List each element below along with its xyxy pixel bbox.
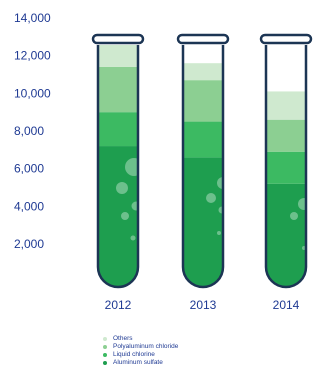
tube-outline: [96, 45, 140, 289]
legend-item-aluminum-sulfate: Aluminum sulfate: [103, 359, 178, 367]
legend-label-aluminum-sulfate: Aluminum sulfate: [113, 359, 163, 366]
tube-rim: [176, 33, 230, 45]
tube-outline: [181, 45, 225, 289]
bar-segment: [183, 63, 223, 81]
bar-segment: [183, 157, 223, 287]
bar-segment: [98, 66, 138, 113]
bubble: [116, 182, 128, 194]
bar-segment: [266, 151, 306, 184]
tube-fill-2012: [98, 45, 138, 287]
bubble: [121, 212, 129, 220]
bar-segment: [266, 183, 306, 287]
tube-outline: [264, 45, 308, 289]
bubble: [217, 177, 223, 189]
y-tick-label: 6,000: [14, 162, 44, 176]
legend: Others Polyaluminum chloride Liquid chlo…: [103, 335, 178, 367]
x-category-label: 2014: [273, 298, 300, 312]
legend-item-polyaluminum-chloride: Polyaluminum chloride: [103, 343, 178, 351]
legend-label-liquid-chlorine: Liquid chlorine: [113, 351, 155, 358]
tube-fill-2014: [266, 91, 306, 287]
legend-swatch-aluminum-sulfate: [103, 361, 107, 365]
bubble: [130, 235, 136, 241]
bar-segment: [266, 119, 306, 152]
bar-segment: [98, 146, 138, 287]
bubble: [217, 231, 221, 235]
bubble: [125, 158, 138, 176]
y-tick-label: 12,000: [14, 49, 51, 63]
y-tick-label: 8,000: [14, 124, 44, 138]
tube-rim: [91, 33, 145, 45]
x-category-label: 2012: [105, 298, 132, 312]
y-tick-label: 2,000: [14, 237, 44, 251]
bubble: [298, 198, 306, 210]
y-tick-label: 4,000: [14, 199, 44, 213]
tube-rim: [259, 33, 313, 45]
legend-item-others: Others: [103, 335, 178, 343]
bar-segment: [98, 112, 138, 147]
bar-segment: [266, 91, 306, 120]
bar-segment: [183, 121, 223, 158]
legend-label-polyaluminum-chloride: Polyaluminum chloride: [113, 343, 179, 350]
legend-item-liquid-chlorine: Liquid chlorine: [103, 351, 178, 359]
legend-swatch-others: [103, 337, 107, 341]
bubble: [290, 212, 298, 220]
legend-swatch-polyaluminum-chloride: [103, 345, 107, 349]
tube-fill-2013: [183, 63, 223, 287]
legend-label-others: Others: [113, 335, 133, 342]
x-category-label: 2013: [190, 298, 217, 312]
legend-swatch-liquid-chlorine: [103, 353, 107, 357]
bar-segment: [183, 80, 223, 122]
y-tick-label: 14,000: [14, 11, 51, 25]
bubble: [206, 193, 216, 203]
bar-segment: [98, 45, 138, 67]
y-tick-label: 10,000: [14, 86, 51, 100]
bubble: [131, 201, 138, 211]
